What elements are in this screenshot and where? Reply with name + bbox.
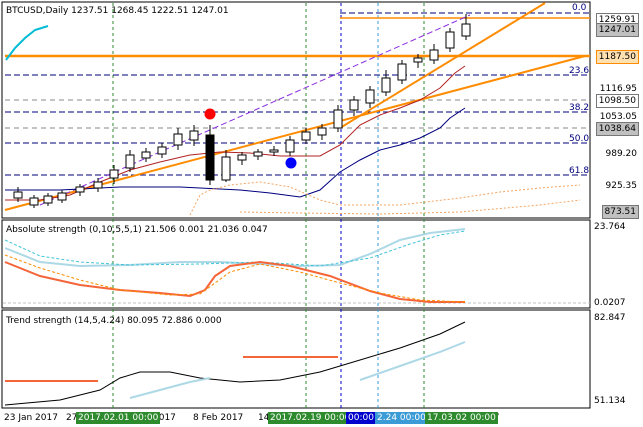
as-axis-top: 23.764 [594, 222, 626, 232]
time-label-3: 14 [258, 413, 270, 423]
ma-fragment [5, 25, 49, 61]
candle-body[interactable] [333, 109, 343, 129]
as-series-orange [4, 254, 466, 303]
candle-body[interactable] [445, 31, 455, 49]
price-label-989: 989.20 [603, 148, 639, 160]
candle-body[interactable] [381, 77, 391, 93]
main-chart-header: BTCUSD,Daily 1237.51 1268.45 1222.51 124… [6, 6, 229, 16]
time-label-2: 8 Feb 2017 [193, 413, 243, 423]
as-series-cyan [4, 230, 466, 267]
candle-body[interactable] [43, 195, 53, 204]
trend-strength-panel[interactable] [1, 309, 591, 409]
candle-body[interactable] [461, 23, 471, 37]
time-label-0: 23 Jan 2017 [4, 413, 58, 423]
price-label-current: 1247.01 [595, 23, 639, 37]
candle-body[interactable] [125, 154, 135, 169]
vertical-markers [112, 3, 425, 408]
sell-signal-dot[interactable] [204, 108, 216, 120]
absolute-strength-header: Absolute strength (0,10,5,5,1) 21.506 0.… [6, 225, 268, 235]
ts-series-lightblue-2 [359, 341, 466, 381]
candle-body[interactable] [221, 156, 231, 181]
candle-body[interactable] [157, 146, 167, 155]
pivot-lines [5, 99, 590, 129]
fib-labels: 0.0 23.6 38.2 50.0 61.8 [569, 3, 589, 176]
ts-axis-bottom: 51.134 [594, 396, 626, 406]
candle-body[interactable] [93, 181, 103, 189]
ts-axis-top: 82.847 [594, 313, 626, 323]
trendline-steep[interactable] [339, 2, 546, 129]
candle-body[interactable] [317, 127, 327, 136]
fib-label-0: 0.0 [572, 3, 587, 13]
candle-body[interactable] [253, 151, 263, 157]
candle-body[interactable] [237, 154, 247, 161]
candlesticks[interactable] [13, 14, 471, 208]
fib-label-382: 38.2 [569, 103, 589, 113]
ma-lower-band [5, 107, 466, 198]
candle-body[interactable] [205, 134, 215, 181]
cloud-line-2 [239, 199, 581, 215]
time-label-1: 27 [66, 413, 77, 423]
fib-label-618: 61.8 [569, 166, 589, 176]
cloud-line [189, 181, 581, 216]
price-label-resistance: 1187.50 [595, 50, 639, 64]
main-panel[interactable] [1, 1, 591, 219]
ts-series-black [4, 321, 466, 406]
candle-body[interactable] [413, 57, 423, 63]
candle-body[interactable] [13, 191, 23, 199]
time-label-2017-tail: 2017 [153, 413, 176, 423]
price-label-1038: 1038.64 [595, 122, 639, 136]
as-series-lightblue [4, 228, 466, 268]
as-axis-bottom: 0.0207 [594, 298, 626, 308]
candle-body[interactable] [29, 197, 39, 206]
fib-levels [5, 12, 590, 176]
candle-body[interactable] [365, 89, 375, 104]
candle-body[interactable] [75, 186, 85, 193]
date-highlight-5: 17.03.02 00:00 [425, 412, 498, 424]
trendline-channel[interactable] [39, 14, 471, 206]
candle-body[interactable] [141, 151, 151, 159]
trend-strength-header: Trend strength (14,5,4.24) 80.095 72.886… [5, 316, 222, 326]
ts-series-lightblue-1 [129, 377, 211, 399]
price-label-1116: 1116.95 [597, 83, 639, 95]
price-label-925: 925.35 [603, 180, 639, 192]
candle-body[interactable] [109, 169, 119, 179]
price-label-1098: 1098.50 [595, 94, 639, 108]
date-highlight-2: 2017.02.19 00:00 [268, 412, 353, 424]
date-highlight-4: 2.24 00:00 [375, 412, 428, 424]
candle-body[interactable] [173, 133, 183, 146]
price-label-873: 873.51 [601, 205, 639, 219]
as-series-tomato [4, 260, 465, 303]
date-highlight-3: 00:00 [346, 412, 376, 424]
candle-body[interactable] [189, 130, 199, 141]
fib-label-50: 50.0 [569, 134, 589, 144]
candle-body[interactable] [429, 49, 439, 61]
candle-body[interactable] [57, 192, 67, 201]
buy-signal-dot[interactable] [285, 157, 297, 169]
candle-body[interactable] [301, 131, 311, 141]
candle-body[interactable] [285, 139, 295, 153]
candle-body[interactable] [349, 99, 359, 111]
price-label-1053: 1053.05 [597, 111, 639, 123]
candle-body[interactable] [269, 149, 279, 153]
date-highlight-1: 2017.02.01 00:00 [76, 412, 161, 424]
candle-body[interactable] [397, 63, 407, 81]
fib-label-236: 23.6 [569, 66, 589, 76]
